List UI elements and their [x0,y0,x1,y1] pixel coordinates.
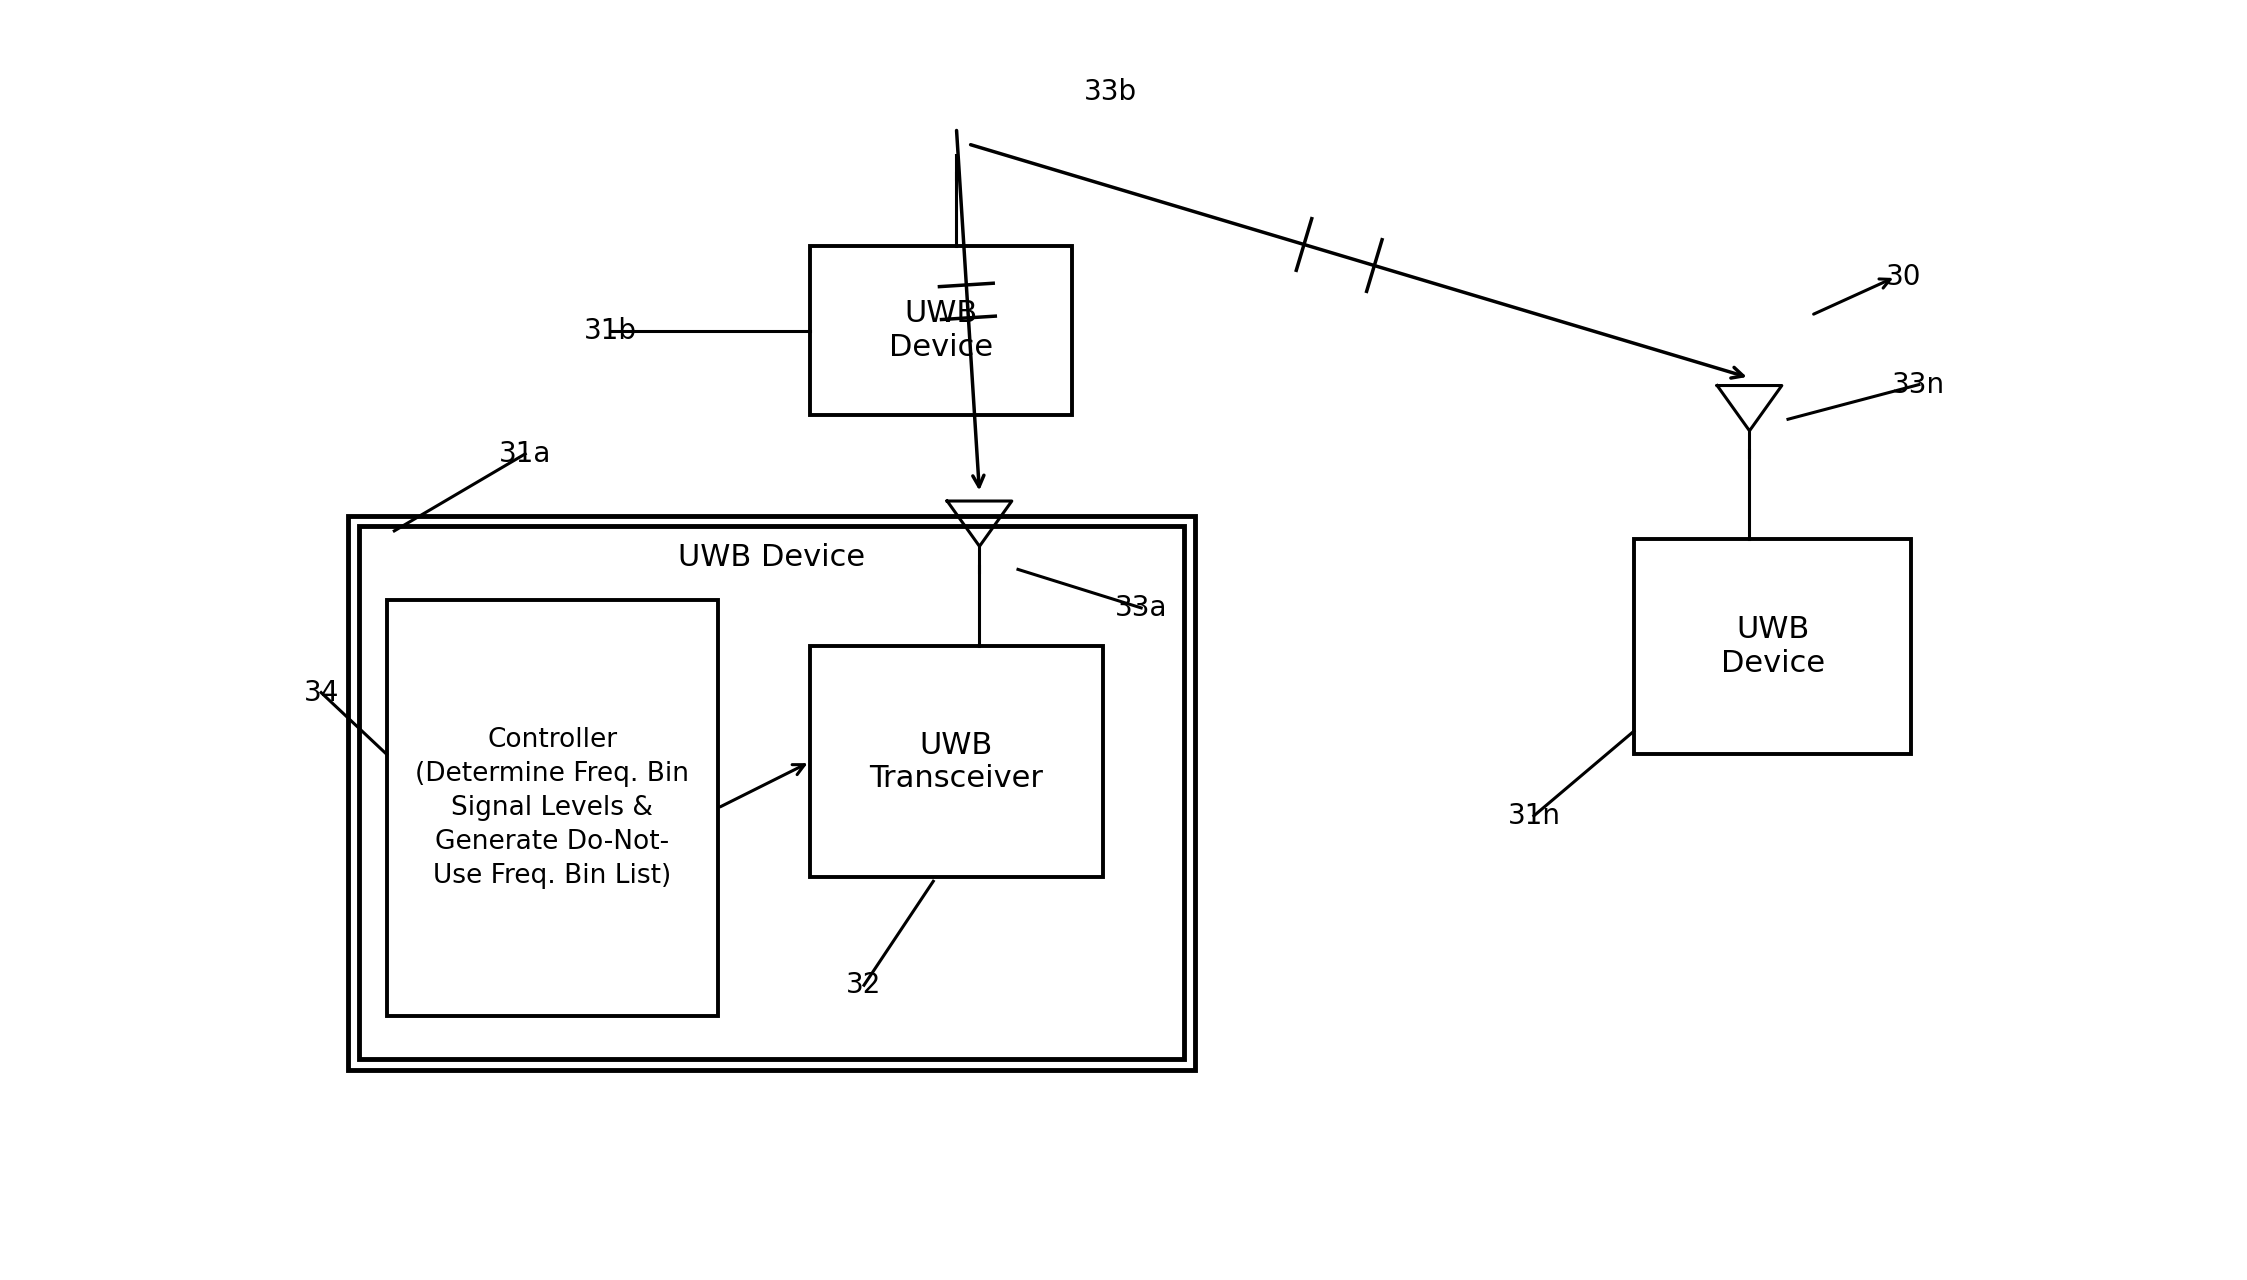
Text: 31b: 31b [584,316,636,344]
Bar [360,526,1184,1059]
Bar [811,646,1103,877]
Text: UWB
Transceiver: UWB Transceiver [870,731,1043,794]
Text: 31a: 31a [499,440,551,468]
Text: UWB
Device: UWB Device [890,300,993,362]
Text: 31n: 31n [1508,801,1559,829]
Text: UWB
Device: UWB Device [1721,616,1825,677]
Text: Controller
(Determine Freq. Bin
Signal Levels &
Generate Do-Not-
Use Freq. Bin L: Controller (Determine Freq. Bin Signal L… [416,727,690,890]
Text: UWB Device: UWB Device [679,543,865,572]
Text: 33a: 33a [1115,594,1168,622]
Bar [386,600,717,1016]
Text: 30: 30 [1885,262,1921,291]
Bar [811,246,1072,416]
Text: 34: 34 [303,678,339,707]
Text: 33n: 33n [1892,371,1946,398]
Text: 32: 32 [847,972,881,1000]
Text: 33b: 33b [1083,78,1137,106]
Bar [348,516,1195,1070]
Bar [1634,539,1912,754]
